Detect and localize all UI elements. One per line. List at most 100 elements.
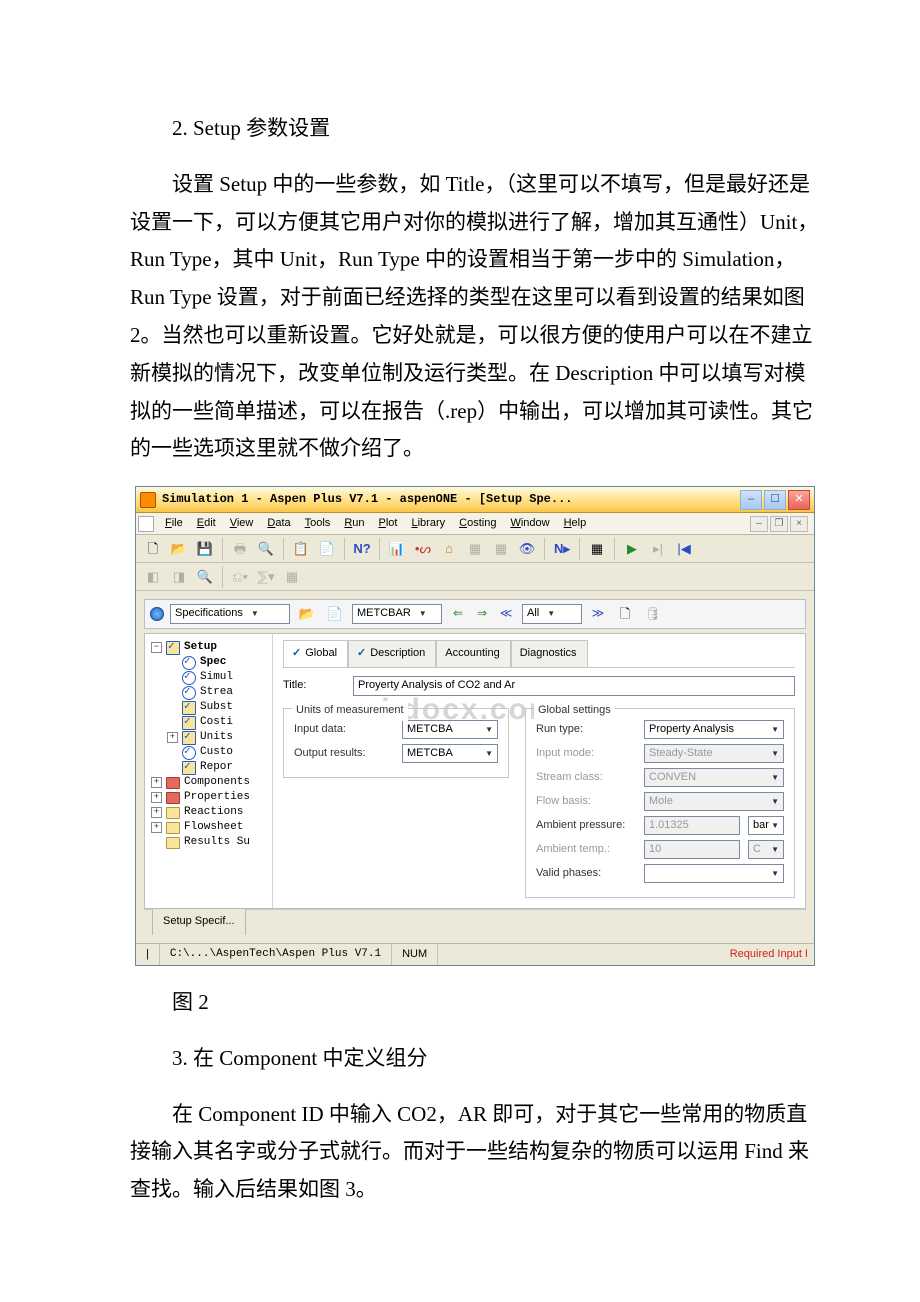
nav-last-icon[interactable]: ≫ [588, 604, 608, 624]
toolbar-2: ◧ ◨ 🔍 ⎌▾ ⅀▾ ▦ [136, 563, 814, 591]
minimize-button[interactable]: – [740, 490, 762, 510]
t2-d[interactable]: ⎌▾ [229, 566, 251, 588]
menu-library[interactable]: Library [404, 512, 452, 536]
del-obj-icon[interactable]: 🛢 [642, 603, 664, 625]
menu-tools[interactable]: Tools [298, 512, 338, 536]
tree-properties[interactable]: +Properties [151, 790, 270, 805]
run-type-select[interactable]: Property Analysis▼ [644, 720, 784, 739]
filter-selector[interactable]: All ▼ [522, 604, 582, 624]
menu-edit[interactable]: Edit [190, 512, 223, 536]
tab-accounting[interactable]: Accounting [436, 640, 510, 667]
mdi-restore[interactable]: ❐ [770, 516, 788, 532]
t2-f[interactable]: ▦ [281, 566, 303, 588]
ambient-pressure-label: Ambient pressure: [536, 816, 636, 836]
next-icon[interactable]: N▸ [551, 538, 573, 560]
menu-run[interactable]: Run [337, 512, 371, 536]
ambient-pressure-input: 1.01325 [644, 816, 740, 835]
chart-icon[interactable]: 📊 [386, 538, 408, 560]
setup-tabs: ✓Global ✓Description Accounting Diagnost… [283, 640, 795, 668]
mdi-minimize[interactable]: – [750, 516, 768, 532]
house-icon[interactable]: ⌂ [438, 538, 460, 560]
save-icon[interactable]: 💾 [194, 538, 216, 560]
nav-fwd-icon[interactable]: ⇒ [472, 604, 492, 624]
tree-icon[interactable]: •ᔕ [412, 538, 434, 560]
tab-global[interactable]: ✓Global [283, 640, 348, 667]
status-path: C:\...\AspenTech\Aspen Plus V7.1 [160, 945, 391, 965]
grid-icon[interactable]: ▦ [464, 538, 486, 560]
print-icon[interactable]: 🖶 [229, 538, 251, 560]
t2-e[interactable]: ⅀▾ [255, 566, 277, 588]
window-title: Simulation 1 - Aspen Plus V7.1 - aspenON… [162, 489, 572, 511]
input-data-label: Input data: [294, 720, 394, 740]
tree-view[interactable]: −Setup Spec Simul Strea Subst Costi +Uni… [145, 634, 273, 908]
mdi-close[interactable]: × [790, 516, 808, 532]
title-label: Title: [283, 676, 343, 696]
tree-spec[interactable]: Spec [151, 655, 270, 670]
tree-costi[interactable]: Costi [151, 715, 270, 730]
ambient-temp-unit: C▼ [748, 840, 784, 859]
preview-icon[interactable]: 🔍 [255, 538, 277, 560]
flow-basis-select: Mole▼ [644, 792, 784, 811]
maximize-button[interactable]: ☐ [764, 490, 786, 510]
tree-units[interactable]: +Units [151, 730, 270, 745]
tree-reactions[interactable]: +Reactions [151, 805, 270, 820]
units-selector-label: METCBAR [357, 604, 411, 624]
tree-results[interactable]: Results Su [151, 835, 270, 850]
tree-flowsheet[interactable]: +Flowsheet [151, 820, 270, 835]
tree-custo[interactable]: Custo [151, 745, 270, 760]
sheet-icon[interactable]: 📄 [324, 603, 346, 625]
title-input[interactable]: Proyerty Analysis of CO2 and Ar [353, 676, 795, 696]
tree-components[interactable]: +Components [151, 775, 270, 790]
eye-icon[interactable]: 👁 [516, 538, 538, 560]
paste-icon[interactable]: 📄 [316, 538, 338, 560]
new-obj-icon[interactable]: 🗋 [614, 603, 636, 625]
menu-view[interactable]: View [223, 512, 261, 536]
table-icon[interactable]: ▦ [586, 538, 608, 560]
tree-subst[interactable]: Subst [151, 700, 270, 715]
screenshot-figure-2: www.bdocx.com Simulation 1 - Aspen Plus … [130, 486, 820, 966]
menu-plot[interactable]: Plot [372, 512, 405, 536]
folder-up-icon[interactable]: 📂 [296, 603, 318, 625]
menu-data[interactable]: Data [260, 512, 297, 536]
valid-phases-label: Valid phases: [536, 864, 636, 884]
sheet-tab-strip: Setup Specif... [144, 909, 806, 935]
paragraph-setup: 设置 Setup 中的一些参数，如 Title，（这里可以不填写，但是最好还是设… [130, 166, 820, 468]
menu-costing[interactable]: Costing [452, 512, 503, 536]
tree-repor[interactable]: Repor [151, 760, 270, 775]
ambient-pressure-unit[interactable]: bar▼ [748, 816, 784, 835]
valid-phases-select[interactable]: ▼ [644, 864, 784, 883]
units-selector[interactable]: METCBAR ▼ [352, 604, 442, 624]
first-icon[interactable]: |◀ [673, 538, 695, 560]
status-bar: | C:\...\AspenTech\Aspen Plus V7.1 NUM R… [136, 943, 814, 965]
tree-simul[interactable]: Simul [151, 670, 270, 685]
tree-setup[interactable]: −Setup [151, 640, 270, 655]
input-data-select[interactable]: METCBA▼ [402, 720, 498, 739]
page-selector[interactable]: Specifications ▼ [170, 604, 290, 624]
menu-window[interactable]: Window [503, 512, 556, 536]
t2-c[interactable]: 🔍 [194, 566, 216, 588]
copy-icon[interactable]: 📋 [290, 538, 312, 560]
close-button[interactable]: ✕ [788, 490, 810, 510]
tab-description[interactable]: ✓Description [348, 640, 436, 667]
tree-strea[interactable]: Strea [151, 685, 270, 700]
nav-first-icon[interactable]: ≪ [496, 604, 516, 624]
open-icon[interactable]: 📂 [168, 538, 190, 560]
units-legend: Units of measurement [292, 701, 408, 721]
t2-a[interactable]: ◧ [142, 566, 164, 588]
stream-class-label: Stream class: [536, 768, 636, 788]
help-icon[interactable]: N? [351, 538, 373, 560]
paragraph-component: 在 Component ID 中输入 CO2，AR 即可，对于其它一些常用的物质… [130, 1096, 820, 1209]
t2-b[interactable]: ◨ [168, 566, 190, 588]
nav-back-icon[interactable]: ⇐ [448, 604, 468, 624]
output-results-label: Output results: [294, 744, 394, 764]
menu-help[interactable]: Help [557, 512, 594, 536]
menu-file[interactable]: File [158, 512, 190, 536]
sheet-tab-setup[interactable]: Setup Specif... [152, 908, 246, 935]
output-results-select[interactable]: METCBA▼ [402, 744, 498, 763]
new-icon[interactable]: 🗋 [142, 538, 164, 560]
play-icon[interactable]: ▶ [621, 538, 643, 560]
grid2-icon[interactable]: ▦ [490, 538, 512, 560]
step-icon[interactable]: ▸| [647, 538, 669, 560]
units-groupbox: Units of measurement Input data: METCBA▼… [283, 708, 509, 778]
tab-diagnostics[interactable]: Diagnostics [511, 640, 588, 667]
